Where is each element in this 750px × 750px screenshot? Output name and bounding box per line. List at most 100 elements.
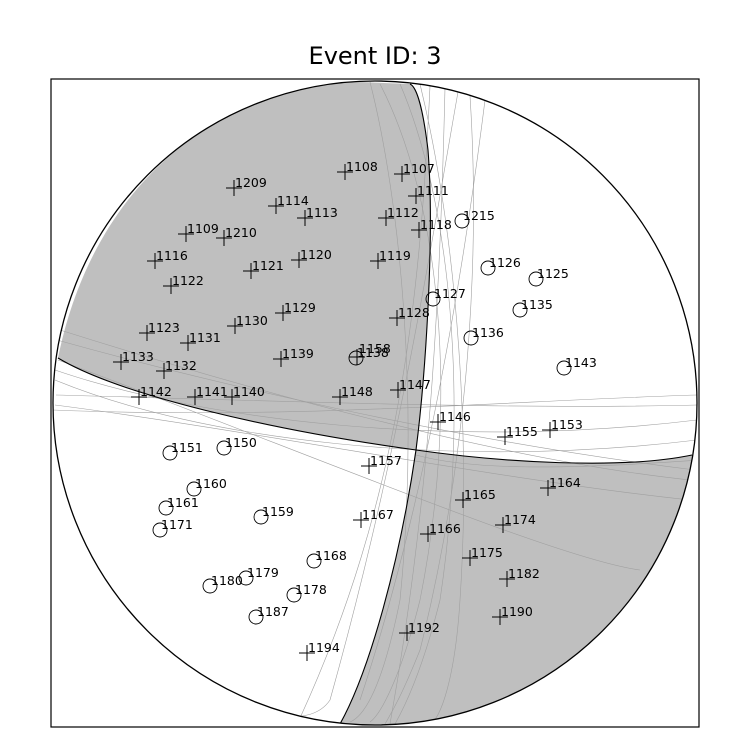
station-1178: 1178: [286, 582, 327, 603]
compression-marker: [224, 389, 240, 405]
dilatation-marker: [512, 302, 528, 318]
compression-marker: [216, 230, 232, 246]
station-1174: 1174: [495, 512, 536, 533]
station-label: 1116: [156, 248, 188, 263]
station-1153: 1153: [542, 417, 583, 438]
station-label: 1179: [247, 565, 279, 580]
compression-marker: [113, 354, 129, 370]
station-1164: 1164: [540, 475, 581, 496]
station-label: 1128: [398, 305, 430, 320]
station-label: 1190: [501, 604, 533, 619]
station-label: 1112: [387, 205, 419, 220]
station-label: 1123: [148, 320, 180, 335]
station-1107: 1107: [394, 161, 435, 182]
compression-marker: [499, 571, 515, 587]
station-1215: 1215: [454, 208, 495, 229]
nodal-plane-1: [57, 357, 693, 464]
station-label: 1215: [463, 208, 495, 223]
station-label: 1171: [161, 517, 193, 532]
station-1192: 1192: [399, 620, 440, 641]
station-1130: 1130: [227, 313, 268, 334]
station-1194: 1194: [299, 640, 340, 661]
station-label: 1159: [262, 504, 294, 519]
compression-marker: [497, 429, 513, 445]
station-1160: 1160: [186, 476, 227, 497]
station-1127: 1127: [425, 286, 466, 307]
station-1129: 1129: [275, 300, 316, 321]
compression-marker: [370, 253, 386, 269]
station-label: 1151: [171, 440, 203, 455]
compression-marker: [394, 166, 410, 182]
station-label: 1131: [189, 330, 221, 345]
station-label: 1148: [341, 384, 373, 399]
station-label: 1132: [165, 358, 197, 373]
station-1175: 1175: [462, 545, 503, 566]
station-1140: 1140: [224, 384, 265, 405]
station-label: 1109: [187, 221, 219, 236]
dilatation-marker: [348, 350, 364, 366]
station-1133: 1133: [113, 349, 154, 370]
dilatation-marker: [528, 271, 544, 287]
station-label: 1113: [306, 205, 338, 220]
station-1136: 1136: [463, 325, 504, 346]
compression-marker: [187, 389, 203, 405]
compression-marker: [495, 517, 511, 533]
compression-marker: [297, 210, 313, 226]
station-label: 1120: [300, 247, 332, 262]
station-label: 1194: [308, 640, 340, 655]
station-1142: 1142: [131, 384, 172, 405]
station-1120: 1120: [291, 247, 332, 268]
station-1155: 1155: [497, 424, 538, 445]
station-1114: 1114: [268, 193, 309, 214]
compression-marker: [227, 318, 243, 334]
station-label: 1150: [225, 435, 257, 450]
station-label: 1175: [471, 545, 503, 560]
station-label: 1178: [295, 582, 327, 597]
station-label: 1135: [521, 297, 553, 312]
station-1171: 1171: [152, 517, 193, 538]
dilatation-marker: [186, 481, 202, 497]
compression-marker: [226, 180, 242, 196]
station-1109: 1109: [178, 221, 219, 242]
station-1111: 1111: [408, 183, 449, 204]
dilatation-marker: [306, 553, 322, 569]
station-label: 1166: [429, 521, 461, 536]
station-1179: 1179: [238, 565, 279, 586]
station-1128: 1128: [389, 305, 430, 326]
dilatation-marker: [480, 260, 496, 276]
plot-frame: [50, 78, 700, 728]
station-label: 1210: [225, 225, 257, 240]
dilatation-marker: [556, 360, 572, 376]
station-label: 1167: [362, 507, 394, 522]
station-label: 1160: [195, 476, 227, 491]
station-label: 1147: [399, 377, 431, 392]
station-label: 1161: [167, 495, 199, 510]
station-1139: 1139: [273, 346, 314, 367]
station-label: 1125: [537, 266, 569, 281]
compression-marker: [299, 645, 315, 661]
compression-marker: [492, 609, 508, 625]
station-1108: 1108: [337, 159, 378, 180]
station-label: 1111: [417, 183, 449, 198]
compression-marker: [291, 252, 307, 268]
compression-marker: [361, 458, 377, 474]
station-1121: 1121: [243, 258, 284, 279]
station-label: 1165: [464, 487, 496, 502]
dilatation-marker: [152, 522, 168, 538]
station-1168: 1168: [306, 548, 347, 569]
station-1180: 1180: [202, 573, 243, 594]
station-label: 1122: [172, 273, 204, 288]
station-1141: 1141: [187, 384, 228, 405]
station-label: 1146: [439, 409, 471, 424]
compression-marker: [462, 550, 478, 566]
station-label: 1168: [315, 548, 347, 563]
station-1187: 1187: [248, 604, 289, 625]
dilatation-marker: [425, 291, 441, 307]
station-label: 1158: [359, 341, 391, 356]
compression-marker: [147, 253, 163, 269]
compression-marker: [273, 351, 289, 367]
dilatation-marker: [463, 330, 479, 346]
compression-marker: [399, 625, 415, 641]
station-1157: 1157: [361, 453, 402, 474]
